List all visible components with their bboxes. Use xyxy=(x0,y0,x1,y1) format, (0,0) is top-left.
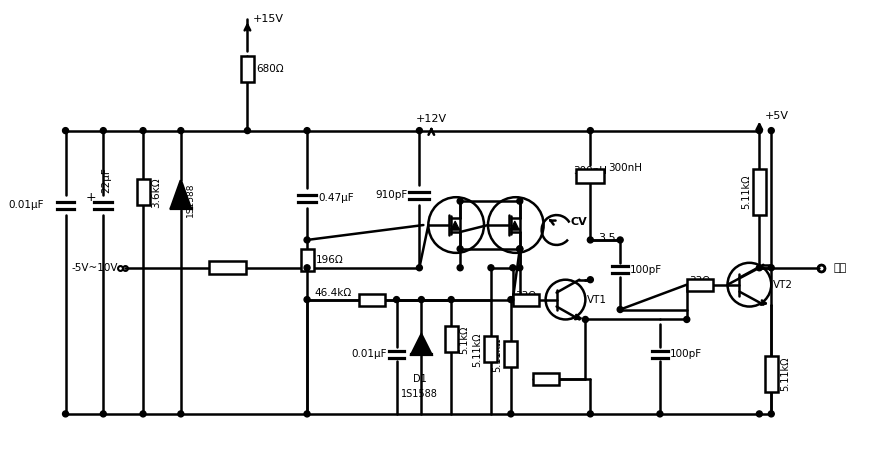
Text: 46.4kΩ: 46.4kΩ xyxy=(314,288,351,298)
Circle shape xyxy=(245,128,251,134)
Polygon shape xyxy=(451,221,459,229)
Text: 33Ω: 33Ω xyxy=(515,291,536,301)
Circle shape xyxy=(63,411,69,417)
Text: 3.6kΩ: 3.6kΩ xyxy=(152,177,162,207)
Circle shape xyxy=(768,411,774,417)
Circle shape xyxy=(304,297,310,303)
Text: 5.11kΩ: 5.11kΩ xyxy=(780,357,789,391)
Text: +15V: +15V xyxy=(253,14,283,24)
Text: +12V: +12V xyxy=(416,114,447,124)
Circle shape xyxy=(394,297,399,303)
Bar xyxy=(765,356,778,392)
Circle shape xyxy=(509,265,516,271)
Bar xyxy=(485,336,497,362)
Text: 300nH: 300nH xyxy=(608,164,642,173)
Text: 5.11kΩ: 5.11kΩ xyxy=(741,175,751,209)
Polygon shape xyxy=(171,180,191,208)
Circle shape xyxy=(457,198,463,204)
Circle shape xyxy=(768,128,774,134)
Circle shape xyxy=(517,246,523,252)
Circle shape xyxy=(101,411,106,417)
Circle shape xyxy=(508,411,514,417)
Polygon shape xyxy=(511,221,519,229)
Circle shape xyxy=(757,265,762,271)
Bar xyxy=(300,249,313,271)
Text: 100pF: 100pF xyxy=(630,265,662,275)
Circle shape xyxy=(768,265,774,271)
Circle shape xyxy=(140,411,146,417)
Bar xyxy=(513,294,539,305)
Circle shape xyxy=(457,246,463,252)
Circle shape xyxy=(63,128,69,134)
Circle shape xyxy=(177,411,184,417)
Text: 1S1588: 1S1588 xyxy=(185,183,195,218)
Text: CV: CV xyxy=(570,217,587,227)
Circle shape xyxy=(140,128,146,134)
Text: 910pF: 910pF xyxy=(375,190,407,200)
Text: 3.5: 3.5 xyxy=(599,233,616,243)
Circle shape xyxy=(517,265,523,271)
Bar xyxy=(753,170,766,215)
Circle shape xyxy=(304,128,310,134)
Text: VT1: VT1 xyxy=(587,295,608,304)
Circle shape xyxy=(517,246,523,252)
Circle shape xyxy=(617,237,623,243)
Text: 33Ω: 33Ω xyxy=(689,276,710,286)
Text: VT2: VT2 xyxy=(774,280,793,290)
Circle shape xyxy=(587,411,593,417)
Text: +: + xyxy=(86,191,96,204)
Circle shape xyxy=(488,265,494,271)
Circle shape xyxy=(517,198,523,204)
Circle shape xyxy=(101,128,106,134)
Circle shape xyxy=(304,237,310,243)
Text: 680Ω: 680Ω xyxy=(256,64,283,74)
Text: 0.47µF: 0.47µF xyxy=(318,193,353,203)
Bar xyxy=(504,341,517,367)
Circle shape xyxy=(583,316,588,322)
Circle shape xyxy=(457,265,463,271)
Circle shape xyxy=(417,128,422,134)
Text: 300nH: 300nH xyxy=(573,166,608,176)
Bar xyxy=(137,179,149,205)
Circle shape xyxy=(587,277,593,283)
Circle shape xyxy=(617,307,623,312)
Bar xyxy=(241,56,254,82)
Circle shape xyxy=(449,297,454,303)
Circle shape xyxy=(417,265,422,271)
Circle shape xyxy=(587,128,593,134)
Circle shape xyxy=(419,297,425,303)
Text: D1: D1 xyxy=(412,374,426,384)
Text: -5V~10V: -5V~10V xyxy=(72,263,118,273)
Circle shape xyxy=(757,411,762,417)
Circle shape xyxy=(683,316,690,322)
Text: 10kΩ: 10kΩ xyxy=(532,378,559,388)
Text: 0.01µF: 0.01µF xyxy=(8,200,43,210)
Bar xyxy=(358,294,385,305)
Text: 1S1588: 1S1588 xyxy=(401,389,438,399)
Text: 5.1kΩ: 5.1kΩ xyxy=(460,325,470,353)
Text: 22µF: 22µF xyxy=(102,167,111,193)
Text: 196Ω: 196Ω xyxy=(315,255,343,265)
Polygon shape xyxy=(411,334,431,354)
Bar xyxy=(577,170,604,183)
Circle shape xyxy=(508,297,514,303)
Text: 输出: 输出 xyxy=(834,263,847,273)
Bar xyxy=(208,261,246,274)
Circle shape xyxy=(657,411,663,417)
Text: +5V: +5V xyxy=(765,111,789,121)
Text: 100pF: 100pF xyxy=(670,349,702,359)
Text: 10kΩ: 10kΩ xyxy=(214,267,241,277)
Circle shape xyxy=(177,128,184,134)
Bar xyxy=(532,373,559,385)
Text: 5.11kΩ: 5.11kΩ xyxy=(472,332,482,366)
Circle shape xyxy=(587,237,593,243)
Text: 5.11kΩ: 5.11kΩ xyxy=(493,337,502,371)
Bar xyxy=(687,279,713,291)
Circle shape xyxy=(304,265,310,271)
Text: 0.01µF: 0.01µF xyxy=(351,349,387,359)
Bar xyxy=(445,327,457,352)
Circle shape xyxy=(304,411,310,417)
Circle shape xyxy=(757,128,762,134)
